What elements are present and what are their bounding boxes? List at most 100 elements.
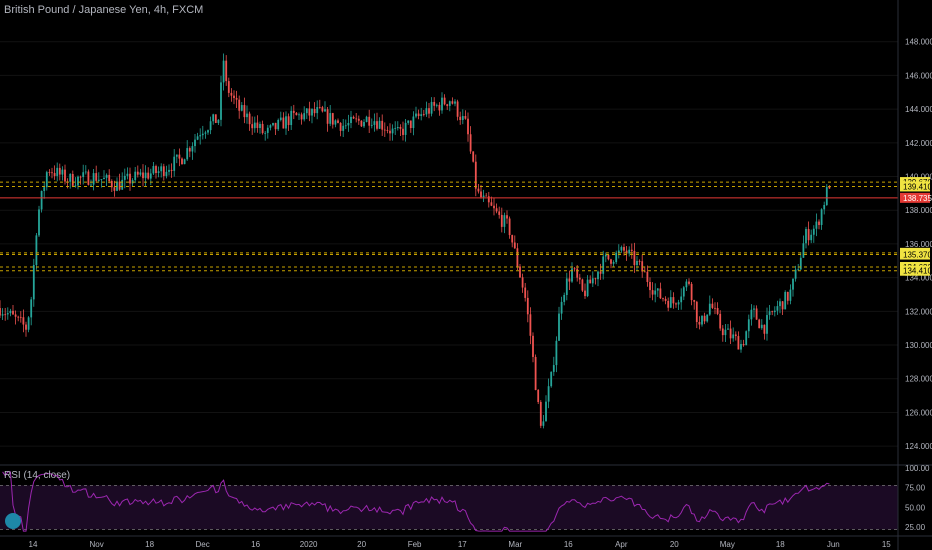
candle-body [565, 278, 568, 296]
candlestick-series [0, 53, 831, 429]
level-label: 139.410 [903, 182, 932, 191]
candle-body [578, 277, 581, 280]
candle-body [35, 235, 38, 265]
price-tick-label: 134.000 [905, 274, 932, 283]
candle-body [225, 60, 228, 82]
price-tick-label: 128.000 [905, 375, 932, 384]
candle-body [209, 121, 212, 131]
level-label-box [900, 265, 930, 276]
candle-body [823, 204, 826, 210]
candle-body [300, 114, 303, 120]
price-tick-label: 124.000 [905, 442, 932, 451]
candle-body [581, 279, 584, 291]
candle-body [482, 195, 485, 198]
candle-body [178, 154, 181, 159]
last-price-label: 138.735 [903, 194, 932, 203]
candle-body [90, 184, 92, 186]
candle-body [792, 278, 794, 290]
candle-body [14, 314, 17, 317]
candle-body [61, 169, 64, 175]
candle-body [667, 300, 670, 308]
candle-body [303, 113, 306, 120]
candle-body [784, 291, 787, 310]
candle-body [810, 234, 813, 241]
candle-body [542, 421, 545, 426]
candle-body [636, 260, 638, 266]
candle-body [144, 172, 147, 179]
candle-body [217, 119, 220, 123]
candle-body [253, 122, 256, 129]
candle-body [506, 215, 508, 219]
candle-body [56, 167, 59, 176]
candle-body [669, 297, 672, 308]
candle-body [87, 171, 90, 185]
candle-body [599, 271, 602, 274]
candle-body [597, 271, 599, 280]
candle-body [113, 187, 116, 191]
candle-body [638, 260, 641, 262]
candle-body [563, 295, 566, 302]
time-tick-label: 16 [251, 540, 260, 549]
candle-body [464, 116, 467, 119]
candle-body [183, 159, 186, 165]
time-tick-label: Mar [508, 540, 522, 549]
candle-body [230, 92, 233, 96]
candle-body [547, 386, 550, 402]
candle-body [305, 108, 308, 114]
candle-body [136, 171, 139, 175]
candle-body [347, 123, 350, 126]
candle-body [357, 118, 360, 121]
candle-body [103, 177, 105, 180]
candle-body [191, 146, 194, 152]
candle-body [701, 315, 703, 325]
candle-body [737, 336, 740, 350]
price-tick-label: 140.000 [905, 173, 932, 182]
level-label: 135.370 [903, 251, 932, 260]
candle-body [235, 98, 238, 100]
candle-body [573, 268, 576, 270]
candle-body [352, 116, 355, 119]
candle-body [391, 128, 394, 134]
price-tick-label: 132.000 [905, 307, 932, 316]
candle-body [607, 254, 610, 260]
price-tick-label: 146.000 [905, 71, 932, 80]
candle-body [750, 309, 753, 320]
candle-body [389, 130, 391, 134]
time-tick-label: Feb [408, 540, 422, 549]
candle-body [623, 247, 625, 251]
candle-body [212, 114, 215, 122]
candle-body [524, 287, 527, 298]
candle-body [602, 256, 605, 274]
candle-body [269, 125, 272, 128]
time-tick-label: 20 [670, 540, 679, 549]
candle-body [170, 169, 173, 171]
tradingview-logo-icon[interactable] [5, 513, 21, 529]
candle-body [745, 331, 748, 346]
candle-body [682, 287, 685, 297]
time-tick-label: 20 [357, 540, 366, 549]
candle-body [532, 335, 534, 357]
candle-body [79, 176, 82, 178]
price-tick-label: 148.000 [905, 38, 932, 47]
candle-body [272, 122, 274, 126]
candle-body [313, 109, 316, 114]
candle-body [724, 329, 727, 336]
candle-body [435, 104, 438, 106]
candle-body [407, 120, 410, 123]
price-tick-label: 144.000 [905, 105, 932, 114]
candle-body [654, 290, 657, 295]
candle-body [693, 300, 696, 302]
candle-body [134, 171, 137, 181]
candle-body [43, 187, 46, 191]
level-label-box [900, 249, 930, 260]
candle-body [311, 109, 313, 116]
candle-body [97, 179, 100, 181]
candle-body [142, 172, 144, 179]
candle-body [329, 113, 332, 124]
candle-body [612, 262, 615, 264]
candle-body [370, 124, 373, 126]
candle-body [373, 121, 376, 125]
candle-body [1, 314, 4, 316]
candle-body [620, 247, 623, 251]
